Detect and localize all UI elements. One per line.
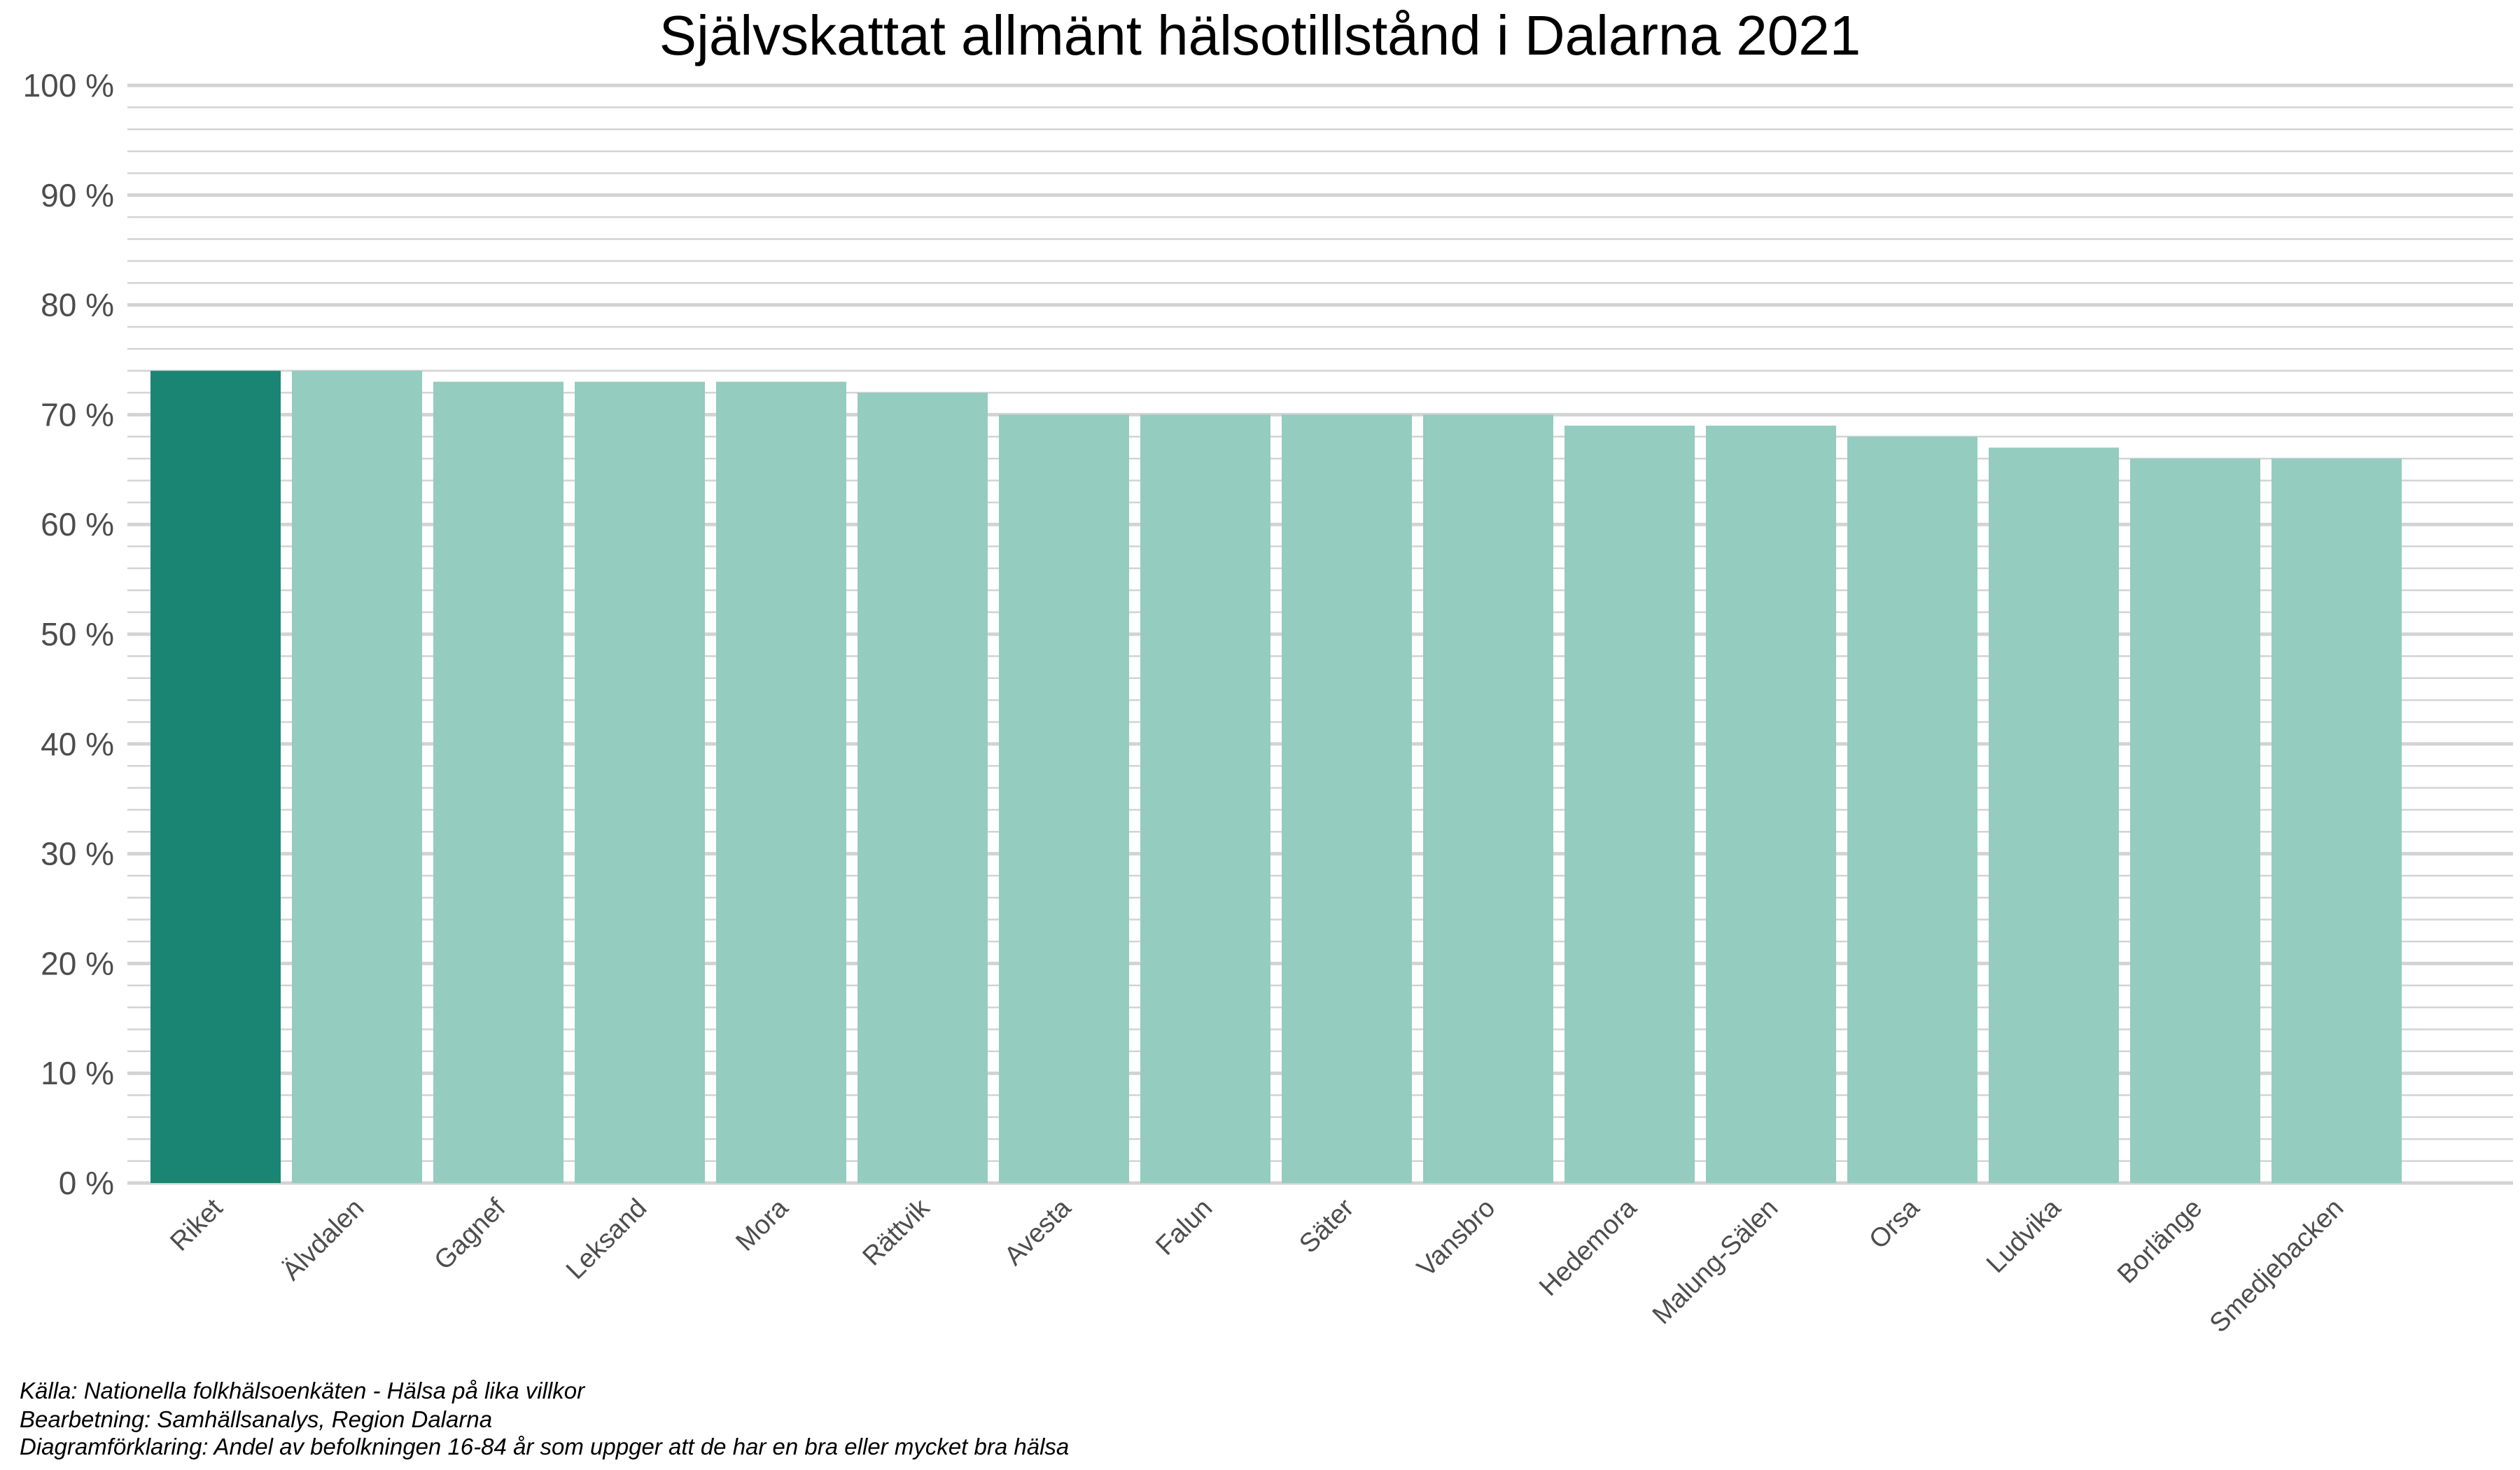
bar-säter	[1282, 414, 1412, 1183]
y-tick-label: 30 %	[41, 836, 114, 872]
bar-borlänge	[2130, 458, 2260, 1183]
bar-rättvik	[858, 393, 988, 1183]
bar-orsa	[1847, 436, 1977, 1183]
bar-falun	[1140, 414, 1270, 1183]
bar-hedemora	[1564, 426, 1695, 1183]
bar-malung-sälen	[1706, 426, 1836, 1183]
explanation-caption: Diagramförklaring: Andel av befolkningen…	[20, 1434, 1070, 1460]
x-tick-label: Leksand	[561, 1194, 652, 1285]
y-tick-label: 50 %	[41, 616, 114, 652]
bar-smedjebacken	[2272, 458, 2402, 1183]
x-tick-label: Falun	[1150, 1194, 1218, 1261]
bar-älvdalen	[292, 370, 422, 1184]
y-tick-label: 10 %	[41, 1055, 114, 1091]
x-tick-label: Hedemora	[1534, 1193, 1643, 1302]
y-tick-label: 70 %	[41, 396, 114, 433]
source-caption: Källa: Nationella folkhälsoenkäten - Häl…	[20, 1378, 585, 1404]
x-tick-label: Gagnef	[429, 1193, 512, 1275]
x-tick-label: Orsa	[1863, 1193, 1926, 1255]
bar-ludvika	[1989, 447, 2119, 1184]
x-tick-label: Mora	[730, 1193, 794, 1257]
bar-gagnef	[433, 382, 564, 1183]
x-tick-label: Vansbro	[1412, 1194, 1502, 1283]
y-tick-label: 80 %	[41, 287, 114, 323]
processing-caption: Bearbetning: Samhällsanalys, Region Dala…	[20, 1406, 493, 1432]
x-tick-label: Avesta	[999, 1193, 1077, 1271]
bar-avesta	[999, 414, 1129, 1183]
bar-riket	[150, 370, 281, 1184]
bar-leksand	[575, 382, 705, 1183]
x-tick-label: Älvdalen	[277, 1194, 370, 1287]
y-axis-ticks: 0 % 10 % 20 % 30 % 40 % 50 % 60 % 70 % 80 % 90 % 1…	[23, 67, 114, 1201]
x-tick-label: Ludvika	[1981, 1193, 2067, 1279]
x-tick-label: Borlänge	[2112, 1194, 2208, 1289]
y-tick-label: 60 %	[41, 506, 114, 542]
x-tick-label: Smedjebacken	[2204, 1194, 2349, 1338]
bar-vansbro	[1423, 414, 1553, 1183]
y-tick-label: 40 %	[41, 726, 114, 762]
y-tick-label: 100 %	[23, 67, 114, 104]
x-axis-labels: Riket Älvdalen Gagnef Leksand Mora Rättvik Ave…	[164, 1193, 2349, 1338]
y-tick-label: 20 %	[41, 945, 114, 981]
bar-mora	[716, 382, 846, 1183]
x-tick-label: Riket	[164, 1193, 228, 1256]
y-tick-label: 0 %	[59, 1165, 114, 1201]
x-tick-label: Säter	[1294, 1193, 1359, 1259]
chart-title: Självskattat allmänt hälsotillstånd i Da…	[659, 4, 1861, 66]
bars	[150, 370, 2402, 1184]
x-tick-label: Rättvik	[858, 1193, 937, 1272]
y-tick-label: 90 %	[41, 177, 114, 214]
x-tick-label: Malung-Sälen	[1647, 1194, 1784, 1331]
